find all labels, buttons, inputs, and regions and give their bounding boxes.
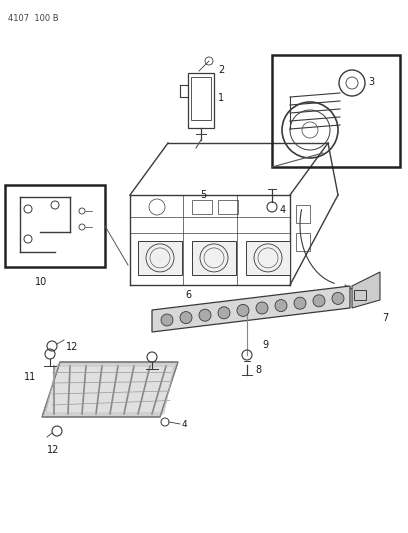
Bar bbox=[296, 233, 310, 251]
Bar bbox=[246, 241, 290, 275]
Text: 6: 6 bbox=[185, 290, 191, 300]
Bar bbox=[138, 241, 182, 275]
Bar bbox=[191, 77, 211, 120]
Bar bbox=[354, 290, 366, 300]
Polygon shape bbox=[152, 286, 350, 332]
Circle shape bbox=[180, 312, 192, 324]
Bar bbox=[188, 73, 214, 128]
Circle shape bbox=[275, 300, 287, 312]
Text: 12: 12 bbox=[47, 445, 60, 455]
Text: 11: 11 bbox=[24, 372, 36, 382]
Bar bbox=[272, 55, 400, 167]
Bar bbox=[218, 200, 238, 214]
Text: 1: 1 bbox=[218, 93, 224, 103]
Text: 12: 12 bbox=[66, 342, 78, 352]
Circle shape bbox=[199, 309, 211, 321]
Text: 5: 5 bbox=[200, 190, 206, 200]
Text: 4: 4 bbox=[280, 205, 286, 215]
Text: 2: 2 bbox=[218, 65, 224, 75]
Text: 7: 7 bbox=[382, 313, 388, 323]
Bar bbox=[192, 241, 236, 275]
Text: 3: 3 bbox=[368, 77, 374, 87]
Bar bbox=[5, 185, 105, 267]
Text: 4: 4 bbox=[182, 420, 188, 429]
Circle shape bbox=[294, 297, 306, 309]
Circle shape bbox=[218, 307, 230, 319]
Text: 4107  100 B: 4107 100 B bbox=[8, 14, 59, 23]
Circle shape bbox=[161, 314, 173, 326]
Circle shape bbox=[237, 304, 249, 317]
Text: 9: 9 bbox=[262, 340, 268, 350]
Polygon shape bbox=[42, 362, 178, 417]
Bar bbox=[296, 205, 310, 223]
Polygon shape bbox=[352, 272, 380, 308]
Text: 8: 8 bbox=[255, 365, 261, 375]
Circle shape bbox=[313, 295, 325, 307]
Circle shape bbox=[332, 293, 344, 304]
Bar bbox=[192, 200, 212, 214]
Circle shape bbox=[256, 302, 268, 314]
Text: 10: 10 bbox=[35, 277, 47, 287]
